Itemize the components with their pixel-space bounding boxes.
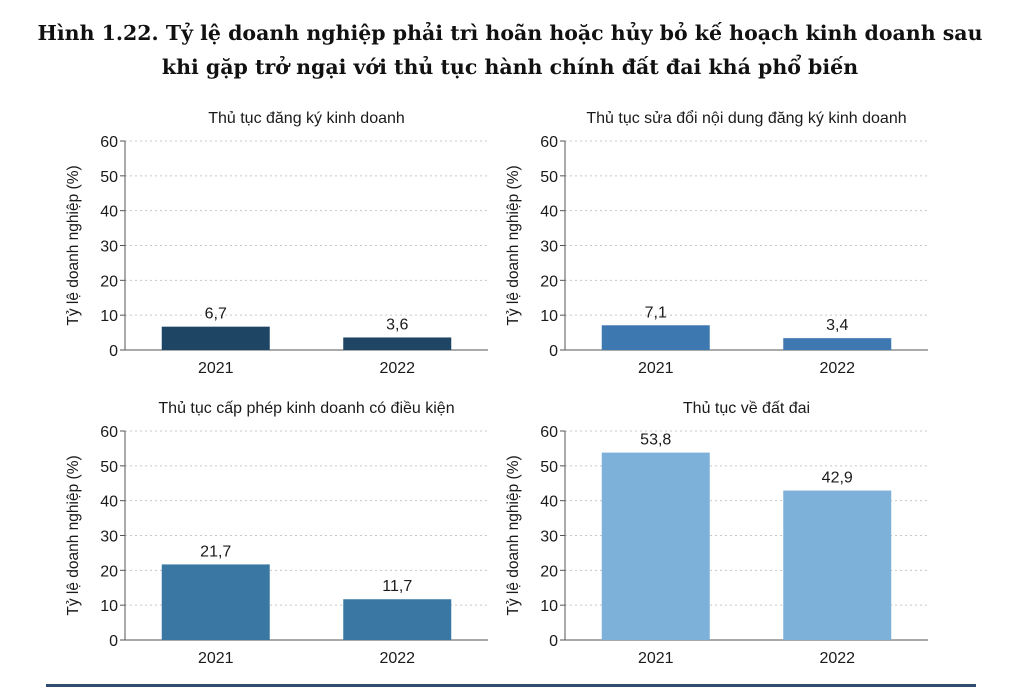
chart-title: Thủ tục về đất đai [683, 400, 810, 417]
bar-chart-4: Thủ tục về đất đai Tỷ lệ doanh nghiệp (%)… [505, 400, 928, 667]
y-tick-label: 0 [549, 633, 558, 650]
bar-chart-3: Thủ tục cấp phép kinh doanh có điều kiện… [65, 400, 488, 667]
y-tick-label: 30 [540, 239, 558, 256]
y-axis-label: Tỷ lệ doanh nghiệp (%) [65, 165, 82, 325]
bar-chart-2: Thủ tục sửa đổi nội dung đăng ký kinh do… [505, 109, 928, 377]
bar-2021 [161, 564, 270, 640]
y-tick-label: 60 [100, 424, 118, 441]
y-tick-label: 50 [540, 459, 558, 476]
x-tick-label-2022: 2022 [379, 360, 415, 377]
chart-title: Thủ tục cấp phép kinh doanh có điều kiện [158, 400, 454, 417]
y-tick-label: 40 [540, 494, 558, 511]
bar-2021 [161, 326, 270, 350]
data-label-2022: 3,4 [826, 317, 848, 334]
data-label-2021: 53,8 [640, 432, 671, 449]
figure-title-line-2: khi gặp trở ngại với thủ tục hành chính … [161, 55, 859, 79]
y-axis-label: Tỷ lệ doanh nghiệp (%) [505, 455, 522, 615]
bar-chart-1: Thủ tục đăng ký kinh doanh Tỷ lệ doanh ng… [65, 110, 488, 377]
chart-title: Thủ tục sửa đổi nội dung đăng ký kinh do… [586, 109, 906, 127]
x-tick-label-2021: 2021 [198, 650, 234, 667]
y-tick-label: 20 [100, 563, 118, 580]
chart-panel-2: Thủ tục sửa đổi nội dung đăng ký kinh do… [498, 104, 948, 379]
x-tick-label-2021: 2021 [198, 360, 234, 377]
y-axis-label: Tỷ lệ doanh nghiệp (%) [505, 165, 522, 325]
y-tick-label: 60 [100, 134, 118, 151]
data-label-2021: 7,1 [645, 304, 667, 321]
data-label-2021: 6,7 [205, 306, 227, 323]
y-tick-label: 50 [100, 459, 118, 476]
bar-2021 [601, 325, 710, 350]
data-label-2022: 3,6 [386, 316, 408, 333]
y-tick-label: 20 [100, 273, 118, 290]
y-tick-label: 10 [540, 598, 558, 615]
x-tick-label-2022: 2022 [819, 360, 855, 377]
y-tick-label: 0 [109, 343, 118, 360]
x-tick-label-2022: 2022 [819, 650, 855, 667]
data-label-2021: 21,7 [200, 543, 231, 560]
y-tick-label: 20 [540, 273, 558, 290]
y-tick-label: 20 [540, 563, 558, 580]
figure-title-line-1: Hình 1.22. Tỷ lệ doanh nghiệp phải trì h… [37, 21, 983, 45]
chart-panel-1: Thủ tục đăng ký kinh doanh Tỷ lệ doanh ng… [58, 104, 508, 379]
y-axis-label: Tỷ lệ doanh nghiệp (%) [65, 455, 82, 615]
bar-2021 [601, 452, 710, 640]
x-tick-label-2022: 2022 [379, 650, 415, 667]
y-tick-label: 60 [540, 424, 558, 441]
bar-2022 [343, 599, 452, 640]
chart-panel-4: Thủ tục về đất đai Tỷ lệ doanh nghiệp (%)… [498, 394, 948, 669]
x-tick-label-2021: 2021 [638, 360, 674, 377]
y-tick-label: 60 [540, 134, 558, 151]
y-tick-label: 50 [100, 169, 118, 186]
y-tick-label: 30 [100, 239, 118, 256]
y-tick-label: 30 [100, 529, 118, 546]
y-tick-label: 10 [100, 598, 118, 615]
data-label-2022: 42,9 [822, 470, 853, 487]
y-tick-label: 50 [540, 169, 558, 186]
y-tick-label: 40 [100, 494, 118, 511]
bar-2022 [783, 490, 892, 640]
chart-panel-3: Thủ tục cấp phép kinh doanh có điều kiện… [58, 394, 508, 669]
y-tick-label: 30 [540, 529, 558, 546]
x-tick-label-2021: 2021 [638, 650, 674, 667]
y-tick-label: 40 [100, 204, 118, 221]
bar-2022 [343, 337, 452, 350]
y-tick-label: 10 [540, 308, 558, 325]
data-label-2022: 11,7 [382, 578, 412, 595]
bar-2022 [783, 338, 892, 350]
y-tick-label: 40 [540, 204, 558, 221]
y-tick-label: 10 [100, 308, 118, 325]
y-tick-label: 0 [109, 633, 118, 650]
figure-title: Hình 1.22. Tỷ lệ doanh nghiệp phải trì h… [0, 16, 1020, 84]
chart-title: Thủ tục đăng ký kinh doanh [208, 110, 405, 127]
y-tick-label: 0 [549, 343, 558, 360]
bottom-rule [46, 684, 976, 687]
